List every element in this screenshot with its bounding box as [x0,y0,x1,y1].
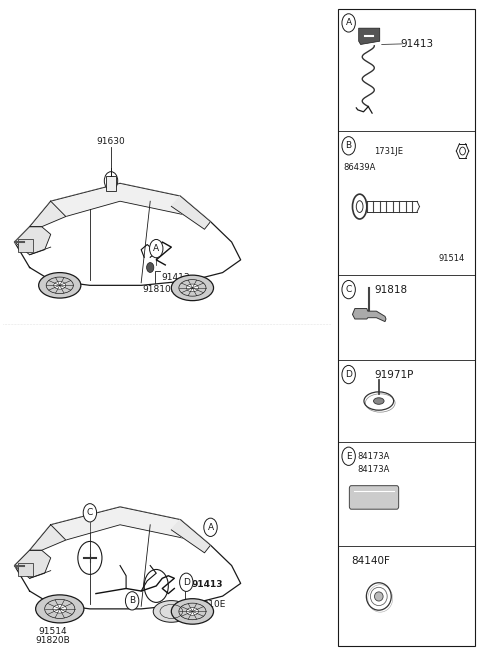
Text: 91630: 91630 [96,137,125,146]
Polygon shape [171,519,211,553]
Text: A: A [153,244,159,253]
Polygon shape [30,201,66,227]
Circle shape [150,240,163,258]
Text: 91810D: 91810D [142,284,178,293]
Ellipse shape [373,398,384,404]
Text: B: B [129,596,135,605]
Ellipse shape [171,275,214,301]
Text: 91820B: 91820B [35,636,70,645]
Text: D: D [345,370,352,379]
Text: C: C [346,285,352,294]
Text: 1731JE: 1731JE [374,147,403,155]
Text: 91810E: 91810E [191,600,226,609]
Bar [18,563,33,576]
Ellipse shape [36,595,84,623]
Polygon shape [51,507,211,545]
Polygon shape [30,525,66,550]
Text: B: B [346,141,352,150]
Text: E: E [346,452,351,460]
Polygon shape [14,183,240,286]
Text: E: E [108,176,114,185]
Circle shape [342,365,355,384]
Text: 86439A: 86439A [343,163,375,172]
Text: D: D [183,578,190,587]
Text: 91514: 91514 [439,254,465,263]
Text: 91818: 91818 [374,284,407,295]
Bar [18,240,33,252]
Circle shape [104,172,118,190]
Polygon shape [171,196,211,229]
Circle shape [125,591,139,610]
Polygon shape [14,507,240,609]
Circle shape [342,137,355,155]
Ellipse shape [39,272,81,298]
Ellipse shape [374,592,383,601]
Ellipse shape [186,284,198,291]
Polygon shape [51,183,211,221]
Circle shape [342,280,355,299]
Text: 91413: 91413 [161,272,190,282]
Text: 91971P: 91971P [374,369,413,379]
Circle shape [146,263,154,272]
Ellipse shape [171,599,214,624]
Ellipse shape [186,608,198,615]
Circle shape [342,447,355,466]
Text: A: A [346,18,352,28]
Text: 91413: 91413 [191,580,223,590]
Text: 91413: 91413 [400,39,433,49]
Circle shape [83,504,96,522]
Circle shape [342,14,355,32]
FancyBboxPatch shape [349,485,399,509]
Text: 91514: 91514 [38,627,67,636]
Text: 84140F: 84140F [351,556,390,566]
Ellipse shape [54,282,66,289]
Polygon shape [359,28,380,45]
Circle shape [180,573,193,591]
Text: C: C [87,508,93,517]
Text: 84173A: 84173A [357,465,390,474]
Bar [107,176,116,191]
Bar [338,9,475,646]
Text: 84173A: 84173A [357,452,390,460]
Text: A: A [207,523,214,532]
Ellipse shape [53,605,67,613]
Polygon shape [352,309,386,322]
Polygon shape [14,227,51,255]
Polygon shape [14,550,51,578]
Circle shape [204,518,217,536]
Ellipse shape [153,601,190,622]
